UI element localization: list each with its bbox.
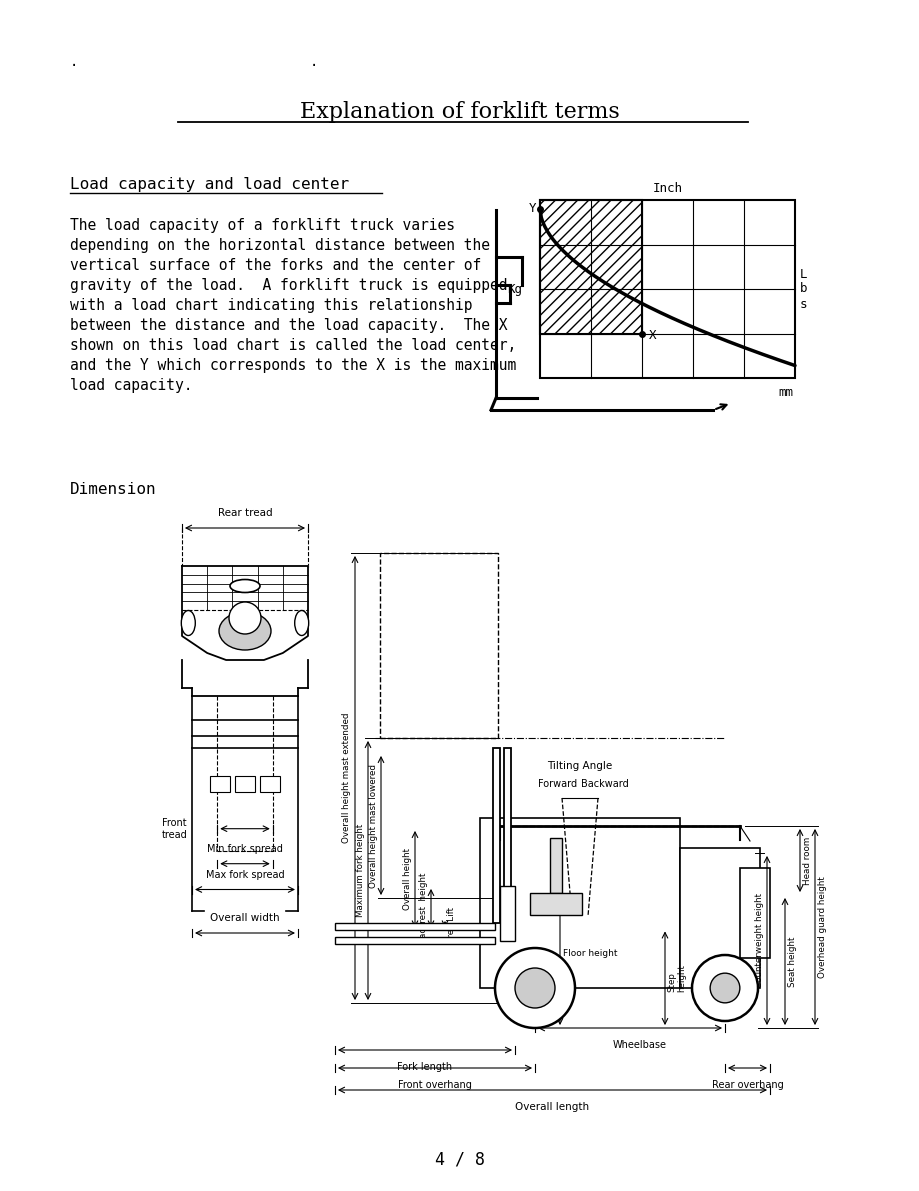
Bar [539, 200, 794, 378]
Bar [380, 553, 497, 738]
Text: with a load chart indicating this relationship: with a load chart indicating this relati… [70, 298, 472, 313]
Circle shape [229, 601, 261, 634]
Text: Kg: Kg [506, 282, 521, 295]
Text: Forward: Forward [538, 779, 577, 788]
Text: vertical surface of the forks and the center of: vertical surface of the forks and the ce… [70, 258, 481, 273]
Text: Max fork spread: Max fork spread [206, 869, 284, 879]
Text: L
b
s: L b s [800, 268, 807, 311]
Text: depending on the horizontal distance between the: depending on the horizontal distance bet… [70, 238, 490, 252]
Text: between the distance and the load capacity.  The X: between the distance and the load capaci… [70, 318, 507, 333]
Circle shape [709, 973, 739, 1003]
Text: Front
tread: Front tread [161, 818, 187, 840]
Text: Load capacity and load center: Load capacity and load center [70, 177, 348, 193]
Text: Overall height mast lowered: Overall height mast lowered [369, 763, 378, 887]
Circle shape [691, 955, 757, 1021]
Text: Explanation of forklift terms: Explanation of forklift terms [300, 101, 619, 123]
Text: Tilting Angle: Tilting Angle [547, 761, 612, 771]
Text: load capacity.: load capacity. [70, 378, 192, 393]
Bar [499, 886, 515, 941]
Text: Backward: Backward [581, 779, 629, 788]
Text: X: X [648, 329, 656, 342]
Text: Front overhang: Front overhang [398, 1080, 471, 1090]
Bar [739, 868, 769, 958]
Text: gravity of the load.  A forklift truck is equipped: gravity of the load. A forklift truck is… [70, 278, 507, 293]
Bar [504, 748, 510, 923]
Text: Inch: Inch [652, 182, 682, 195]
Text: Overall height mast extended: Overall height mast extended [342, 712, 351, 843]
Bar [335, 923, 494, 930]
Text: mm: mm [777, 386, 792, 399]
Bar [529, 893, 582, 915]
Bar [210, 777, 230, 792]
Bar [260, 777, 279, 792]
Text: Overall height: Overall height [403, 848, 412, 910]
Text: Maximum fork height: Maximum fork height [356, 824, 365, 917]
Text: Seat height: Seat height [788, 936, 796, 986]
Bar [480, 818, 679, 989]
Text: Dimension: Dimension [70, 482, 156, 498]
Text: .: . [310, 55, 318, 69]
Text: Overhead guard height: Overhead guard height [817, 877, 826, 978]
Polygon shape [182, 566, 308, 660]
Text: The load capacity of a forklift truck varies: The load capacity of a forklift truck va… [70, 218, 455, 233]
Text: Counterweight height: Counterweight height [754, 893, 763, 989]
Ellipse shape [181, 611, 195, 636]
Text: Wheelbase: Wheelbase [612, 1040, 666, 1050]
Text: Backrest  height: Backrest height [418, 873, 427, 944]
Text: Y: Y [528, 202, 536, 216]
Text: 4 / 8: 4 / 8 [435, 1151, 484, 1170]
Text: Fork length: Fork length [397, 1062, 452, 1072]
Text: and the Y which corresponds to the X is the maximum: and the Y which corresponds to the X is … [70, 358, 516, 373]
Bar [679, 848, 759, 989]
Text: .: . [70, 55, 78, 69]
Bar [493, 748, 499, 923]
Circle shape [494, 948, 574, 1028]
Text: shown on this load chart is called the load center,: shown on this load chart is called the l… [70, 338, 516, 353]
Text: Overall length: Overall length [515, 1102, 589, 1112]
Text: Step
height: Step height [666, 965, 686, 992]
Bar [539, 200, 641, 333]
Bar [550, 838, 562, 893]
Ellipse shape [219, 612, 271, 650]
Text: Min fork spread: Min fork spread [207, 843, 283, 854]
Bar [539, 200, 641, 333]
Text: Rear tread: Rear tread [218, 509, 272, 518]
Ellipse shape [230, 580, 260, 592]
Text: Floor height: Floor height [562, 949, 617, 959]
Bar [335, 937, 494, 944]
Text: Rear overhang: Rear overhang [711, 1080, 782, 1090]
Text: Free Lift: Free Lift [447, 906, 456, 942]
Bar [234, 777, 255, 792]
Ellipse shape [294, 611, 309, 636]
Text: Head room: Head room [802, 836, 811, 885]
Circle shape [515, 968, 554, 1008]
Text: Overall width: Overall width [210, 913, 279, 923]
